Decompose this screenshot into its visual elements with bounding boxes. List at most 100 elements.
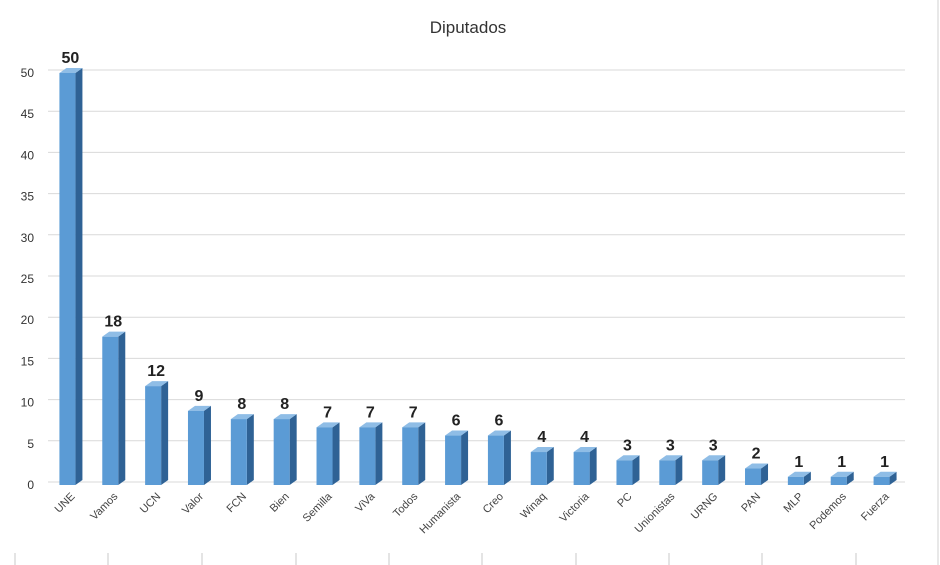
data-label: 6 bbox=[494, 413, 503, 430]
bar-top bbox=[145, 381, 169, 387]
bar-top bbox=[659, 455, 683, 461]
bar-top bbox=[702, 455, 726, 461]
bar-front bbox=[487, 435, 504, 485]
bar-top bbox=[187, 405, 211, 411]
bar-front bbox=[402, 427, 419, 485]
bar-front bbox=[873, 476, 890, 485]
bar-front bbox=[359, 427, 376, 485]
bar-side bbox=[418, 422, 426, 485]
y-tick-label: 10 bbox=[21, 396, 35, 410]
bar-side bbox=[632, 455, 640, 485]
bar-side bbox=[203, 405, 211, 485]
bar bbox=[830, 471, 854, 485]
bar-side bbox=[246, 414, 254, 485]
data-label: 18 bbox=[104, 314, 122, 331]
bar-top bbox=[59, 68, 83, 73]
bar bbox=[402, 422, 426, 485]
bar bbox=[187, 405, 211, 485]
data-label: 1 bbox=[794, 454, 803, 471]
bar-top bbox=[530, 447, 554, 453]
bar-side bbox=[503, 430, 511, 485]
y-axis-ticks: 0 5 10 15 20 25 30 35 40 45 50 bbox=[21, 66, 35, 492]
bar-top bbox=[359, 422, 383, 428]
data-label: 12 bbox=[147, 363, 165, 380]
data-label: 1 bbox=[837, 454, 846, 471]
bar-top bbox=[830, 471, 854, 477]
bar-front bbox=[702, 460, 719, 485]
bar-top bbox=[616, 455, 640, 461]
bar bbox=[273, 414, 297, 485]
y-tick-label: 45 bbox=[21, 107, 35, 121]
bar-front bbox=[573, 452, 590, 485]
bar bbox=[59, 68, 83, 485]
bar bbox=[873, 471, 897, 485]
bottom-separators bbox=[14, 0, 939, 565]
data-label: 7 bbox=[323, 404, 332, 421]
bar bbox=[787, 471, 811, 485]
y-tick-label: 0 bbox=[27, 478, 34, 492]
bar bbox=[359, 422, 383, 485]
data-label: 3 bbox=[709, 437, 718, 454]
bar-side bbox=[761, 463, 769, 485]
data-label: 7 bbox=[366, 404, 375, 421]
bar bbox=[616, 455, 640, 485]
bar-front bbox=[273, 419, 290, 485]
bar-side bbox=[332, 422, 340, 485]
bar bbox=[573, 447, 597, 485]
y-tick-label: 15 bbox=[21, 354, 35, 368]
bar-side bbox=[803, 471, 811, 485]
bar-top bbox=[230, 414, 254, 420]
data-label: 6 bbox=[452, 413, 461, 430]
y-tick-label: 50 bbox=[21, 66, 35, 80]
bar-top bbox=[573, 447, 597, 453]
bar-side bbox=[289, 414, 297, 485]
y-tick-label: 25 bbox=[21, 272, 35, 286]
bar bbox=[530, 447, 554, 485]
bars bbox=[59, 68, 897, 485]
bar bbox=[145, 381, 169, 485]
bar bbox=[316, 422, 340, 485]
y-tick-label: 20 bbox=[21, 313, 35, 327]
bar-side bbox=[161, 381, 169, 485]
bar-front bbox=[830, 476, 847, 485]
y-tick-label: 35 bbox=[21, 190, 35, 204]
bar-front bbox=[145, 386, 162, 485]
bar-top bbox=[745, 463, 769, 469]
bar bbox=[487, 430, 511, 485]
bar-side bbox=[846, 471, 854, 485]
data-label: 9 bbox=[195, 388, 204, 405]
bar-front bbox=[745, 468, 762, 485]
bar-front bbox=[187, 410, 204, 485]
bar-side bbox=[461, 430, 469, 485]
data-labels: 50 18 12 9 8 8 7 7 7 6 6 4 4 3 3 3 2 1 1 1 bbox=[62, 50, 890, 471]
data-label: 8 bbox=[280, 396, 289, 413]
bar-top bbox=[445, 430, 469, 436]
bar-front bbox=[530, 452, 547, 485]
y-tick-label: 30 bbox=[21, 231, 35, 245]
bar-front bbox=[616, 460, 633, 485]
bar-top bbox=[402, 422, 426, 428]
bar-front bbox=[445, 435, 462, 485]
bar-front bbox=[59, 73, 76, 485]
chart-title: Diputados bbox=[430, 18, 507, 37]
bar-front bbox=[659, 460, 676, 485]
data-label: 50 bbox=[62, 50, 80, 67]
bar-side bbox=[75, 68, 83, 485]
bar bbox=[659, 455, 683, 485]
bar-front bbox=[102, 336, 119, 485]
bar-top bbox=[873, 471, 897, 477]
bar-side bbox=[375, 422, 383, 485]
bar-top bbox=[102, 331, 126, 337]
bar bbox=[702, 455, 726, 485]
data-label: 2 bbox=[752, 446, 761, 463]
bar-top bbox=[787, 471, 811, 477]
bar-side bbox=[675, 455, 683, 485]
data-label: 7 bbox=[409, 404, 418, 421]
bar-side bbox=[889, 471, 897, 485]
bar-side bbox=[546, 447, 554, 485]
bar-front bbox=[230, 419, 247, 485]
data-label: 4 bbox=[537, 429, 546, 446]
bar bbox=[445, 430, 469, 485]
data-label: 3 bbox=[666, 437, 675, 454]
